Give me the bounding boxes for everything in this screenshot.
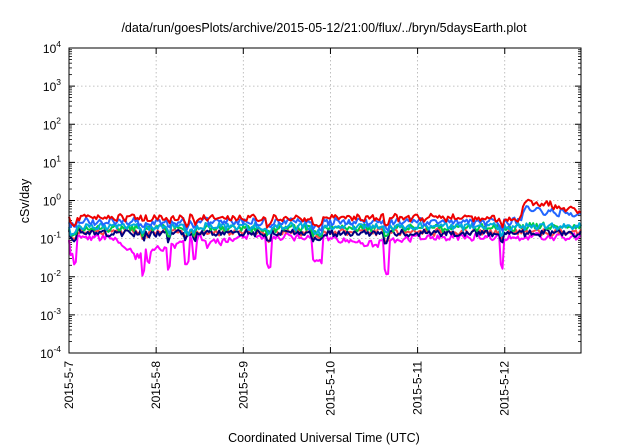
- y-tick-label: 103: [43, 77, 61, 94]
- x-tick-label: 2015-5-9: [236, 361, 250, 409]
- series-lines: [68, 198, 582, 277]
- x-tick-label: 2015-5-10: [323, 361, 337, 416]
- grid-lines: [69, 48, 581, 353]
- x-tick-label: 2015-5-8: [149, 361, 163, 409]
- y-tick-label: 104: [43, 39, 61, 56]
- y-tick-label: 100: [43, 192, 61, 209]
- y-axis-label: cSv/day: [18, 178, 32, 223]
- y-tick-label: 10-1: [40, 230, 61, 247]
- y-tick-label: 10-4: [40, 344, 61, 361]
- y-tick-label: 101: [43, 153, 61, 170]
- series-line: [68, 232, 582, 277]
- x-tick-label: 2015-5-11: [411, 361, 425, 415]
- series-line: [68, 228, 582, 245]
- y-tick-labels: 104 103 102 101 100 10-1 10-2 10-3 10-4: [40, 39, 61, 361]
- x-axis-label: Coordinated Universal Time (UTC): [228, 431, 420, 445]
- chart-title: /data/run/goesPlots/archive/2015-05-12/2…: [121, 21, 527, 35]
- x-tick-labels: 2015-5-7 2015-5-8 2015-5-9 2015-5-10 2015-5-…: [62, 361, 512, 416]
- plot-frame: [68, 47, 582, 354]
- x-tick-label: 2015-5-12: [498, 361, 512, 416]
- y-tick-label: 102: [43, 115, 61, 132]
- series-line: [68, 221, 582, 238]
- x-tick-label: 2015-5-7: [62, 361, 76, 409]
- y-tick-label: 10-2: [40, 268, 61, 285]
- series-line: [68, 198, 582, 229]
- y-tick-label: 10-3: [40, 306, 61, 323]
